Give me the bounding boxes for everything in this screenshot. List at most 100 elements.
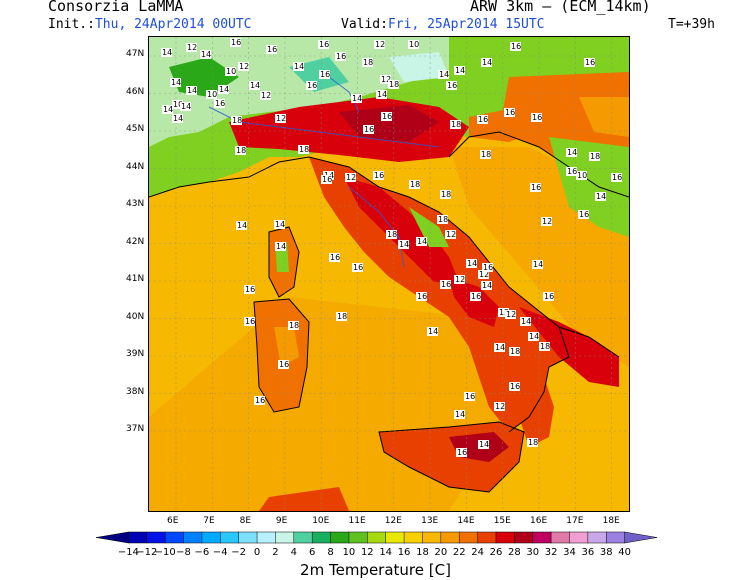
station-value-box [477, 115, 488, 124]
station-value-box [446, 81, 457, 90]
station-value-text: 12 [455, 275, 465, 284]
longitude-tick-label: 10E [312, 516, 330, 526]
station-value: 14 [170, 78, 181, 87]
station-value-box [225, 67, 236, 76]
station-value: 14 [218, 85, 229, 94]
station-value: 14 [595, 192, 606, 201]
temperature-map: 16 12 16 14 16 12 10 16 14 16 18 12 10 18 14 14 14 16 16 14… [148, 36, 630, 512]
colorbar-swatch [311, 531, 332, 544]
station-value-box [541, 217, 552, 226]
colorbar-swatch [458, 531, 479, 544]
station-value-box [494, 402, 505, 411]
station-value-box [576, 171, 587, 180]
station-value-box [186, 86, 197, 95]
station-value-text: 16 [447, 81, 457, 90]
valid-label: Valid: [341, 17, 388, 32]
station-value-text: 14 [596, 192, 606, 201]
colorbar-swatch [569, 531, 589, 544]
station-value-box [438, 70, 449, 79]
init-time: Init.:Thu, 24Apr2014 00UTC [48, 18, 252, 32]
station-value: 18 [539, 342, 550, 351]
station-value: 16 [531, 113, 542, 122]
latitude-tick-label: 37N [126, 424, 145, 434]
balkan-highlands [549, 137, 629, 237]
station-value-text: 16 [307, 81, 317, 90]
colorbar-tick-label: 22 [453, 547, 466, 558]
colorbar-swatch [422, 531, 442, 544]
colorbar-swatch [587, 531, 607, 544]
station-value: 16 [504, 108, 515, 117]
station-value-box [386, 230, 397, 239]
colorbar-tick-label: −12 [136, 547, 157, 558]
longitude-tick-label: 11E [348, 516, 366, 526]
station-value: 14 [162, 105, 173, 114]
station-value-text: 12 [446, 230, 456, 239]
station-value: 18 [480, 150, 491, 159]
station-value: 12 [275, 114, 286, 123]
station-value-text: 12 [506, 310, 516, 319]
station-value-box [456, 448, 467, 457]
station-value: 12 [478, 270, 489, 279]
station-value-text: 12 [346, 173, 356, 182]
station-value-text: 14 [294, 62, 304, 71]
station-value: 18 [231, 116, 242, 125]
station-value-text: 16 [544, 292, 554, 301]
station-value-box [351, 94, 362, 103]
latitude-tick-label: 46N [126, 86, 145, 97]
sardinia-interior [274, 327, 299, 367]
station-value: 18 [509, 347, 520, 356]
station-value-text: 18 [590, 152, 600, 161]
station-value: 16 [477, 115, 488, 124]
station-value: 14 [520, 317, 531, 326]
station-value-text: 18 [481, 150, 491, 159]
station-value-text: 14 [482, 58, 492, 67]
station-value-box [376, 90, 387, 99]
station-value: 14 [416, 237, 427, 246]
station-value-text: 16 [374, 171, 384, 180]
latitude-tick-label: 44N [126, 161, 145, 172]
station-value: 16 [543, 292, 554, 301]
station-value: 16 [254, 396, 265, 405]
colorbar-tick-label: 38 [600, 547, 613, 558]
longitude-tick-label: 17E [566, 516, 584, 526]
colorbar-swatch [403, 531, 424, 544]
station-value: 14 [200, 50, 211, 59]
station-value-text: 14 [417, 237, 427, 246]
station-value-text: 14 [479, 440, 489, 449]
station-value-box [481, 281, 492, 290]
colorbar-swatch [256, 531, 277, 544]
station-value-text: 16 [579, 210, 589, 219]
station-value-text: 14 [173, 114, 183, 123]
station-value-text: 18 [232, 116, 242, 125]
colorbar-title: 2m Temperature [C] [300, 561, 451, 579]
station-value-box [345, 173, 356, 182]
colorbar-tick-label: −6 [195, 547, 210, 558]
station-value: 16 [329, 253, 340, 262]
station-value-box [464, 392, 475, 401]
station-value: 18 [235, 146, 246, 155]
colorbar-swatch [201, 531, 222, 544]
station-value-text: 16 [319, 40, 329, 49]
temperature-colorbar: −14−12−10 −8 −6 −4 −2 0 2 4 6 8 10 12 14 16 18 20 22 24 26… [95, 531, 658, 558]
longitude-tick-label: 13E [421, 516, 439, 526]
station-value-text: 16 [511, 42, 521, 51]
station-value-box [470, 292, 481, 301]
station-value-box [293, 62, 304, 71]
station-value-text: 14 [399, 240, 409, 249]
station-value-text: 10 [577, 171, 587, 180]
station-value: 16 [456, 448, 467, 457]
colorbar-tick-label: −10 [155, 547, 176, 558]
station-value-box [409, 180, 420, 189]
station-value: 12 [445, 230, 456, 239]
station-value: 16 [278, 360, 289, 369]
station-value: 16 [381, 112, 392, 121]
init-label: Init.: [48, 17, 95, 32]
station-value: 16 [214, 99, 225, 108]
station-value-text: 14 [181, 102, 191, 111]
colorbar-tick-label: 36 [581, 547, 594, 558]
station-value-box [260, 91, 271, 100]
station-value-text: 16 [478, 115, 488, 124]
station-value: 12 [498, 308, 509, 317]
colorbar-tick-label: 24 [471, 547, 484, 558]
station-value-box [566, 167, 577, 176]
